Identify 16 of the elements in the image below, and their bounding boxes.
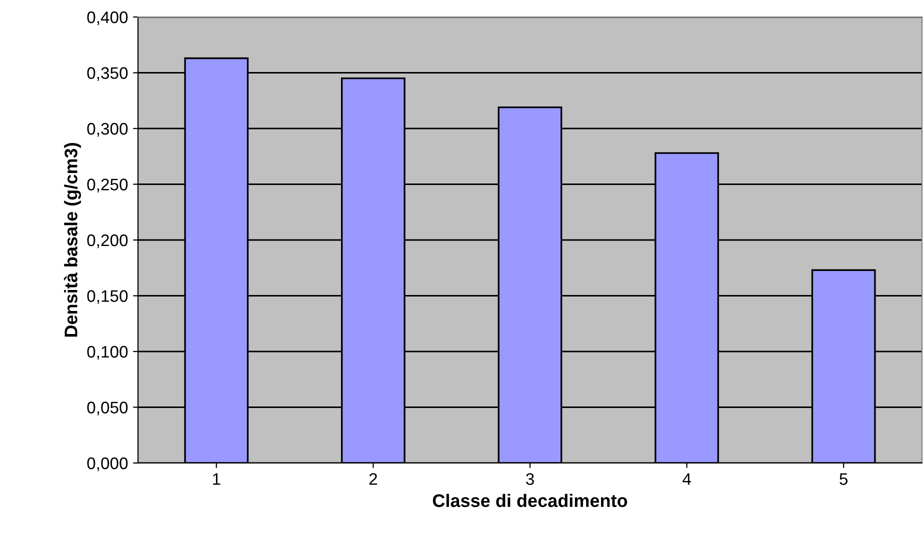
y-tick-label: 0,350 [87, 67, 128, 81]
y-tick-label: 0,150 [87, 290, 128, 304]
y-tick-label: 0,000 [87, 457, 128, 472]
y-tick-label: 0,400 [87, 11, 128, 26]
x-tick-label: 4 [682, 473, 691, 485]
x-axis-title: Classe di decadimento [432, 494, 628, 508]
y-tick-label: 0,200 [87, 234, 128, 248]
x-tick-label: 5 [840, 473, 848, 485]
x-tick-label: 3 [526, 473, 534, 485]
y-axis-title: Densità basale (g/cm3) [64, 143, 82, 337]
x-tick-label: 2 [369, 473, 377, 485]
y-tick-label: 0,050 [87, 402, 128, 416]
y-tick-label: 0,300 [87, 122, 128, 137]
x-tick-label: 1 [213, 473, 220, 485]
y-tick-label: 0,100 [87, 346, 128, 360]
y-tick-label: 0,250 [87, 178, 128, 192]
